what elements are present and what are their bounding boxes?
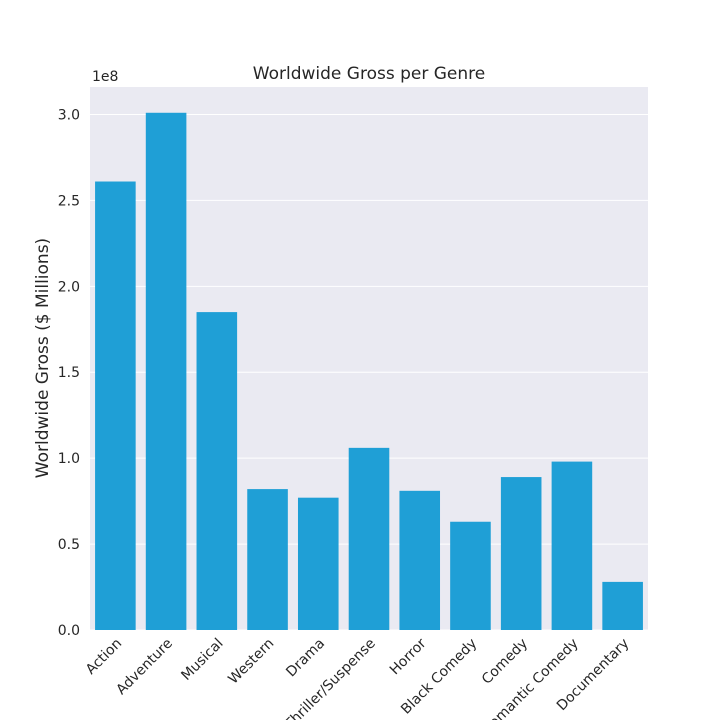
bar	[602, 581, 643, 630]
x-tick-label: Action	[83, 636, 125, 678]
x-tick-label: Drama	[283, 636, 328, 681]
y-tick-label: 0.0	[58, 623, 80, 639]
bars	[95, 112, 643, 630]
bar	[297, 497, 339, 630]
y-axis-label: Worldwide Gross ($ Millions)	[33, 238, 53, 478]
x-tick-label: Western	[225, 636, 277, 688]
chart-title: Worldwide Gross per Genre	[253, 64, 485, 84]
bar	[348, 447, 390, 630]
y-offset-label: 1e8	[92, 69, 118, 85]
bar	[399, 490, 441, 630]
y-tick-label: 1.5	[58, 365, 80, 381]
bar	[500, 477, 542, 630]
bar	[247, 489, 288, 630]
bar	[95, 181, 136, 630]
y-tick-label: 2.0	[58, 279, 80, 295]
bar	[551, 461, 593, 630]
y-tick-label: 2.5	[58, 193, 80, 209]
y-tick-labels: 0.0 0.5 1.0 1.5 2.0 2.5 3.0	[58, 107, 80, 639]
bar	[145, 112, 187, 630]
bar	[450, 521, 491, 630]
x-tick-label: Horror	[387, 635, 430, 678]
y-tick-label: 1.0	[58, 451, 80, 467]
x-tick-label: Musical	[178, 636, 226, 684]
y-tick-label: 0.5	[58, 537, 80, 553]
y-tick-label: 3.0	[58, 107, 80, 123]
bar	[196, 312, 238, 630]
x-tick-label: Comedy	[479, 636, 531, 688]
